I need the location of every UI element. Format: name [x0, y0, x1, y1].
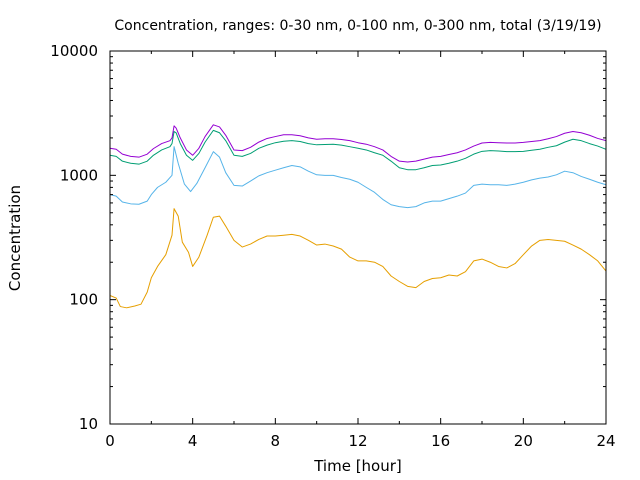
y-tick-label: 10 — [79, 415, 98, 433]
x-tick-label: 0 — [105, 432, 115, 450]
series-line-1 — [109, 146, 607, 209]
x-tick-label: 4 — [188, 432, 198, 450]
y-tick-label: 10000 — [50, 42, 98, 60]
y-axis-label: Concentration — [6, 185, 24, 291]
x-axis-label: Time [hour] — [313, 457, 402, 475]
x-tick-label: 16 — [431, 432, 450, 450]
x-tick-label: 8 — [271, 432, 281, 450]
chart-title: Concentration, ranges: 0-30 nm, 0-100 nm… — [114, 18, 601, 34]
series-line-2 — [109, 129, 607, 171]
plot-frame — [109, 50, 607, 425]
x-tick-label: 20 — [514, 432, 533, 450]
series-layer — [109, 124, 607, 309]
series-line-0 — [109, 208, 607, 309]
series-line-3 — [109, 124, 607, 163]
y-tick-label: 1000 — [60, 166, 98, 184]
x-tick-label: 24 — [596, 432, 615, 450]
x-tick-label: 12 — [348, 432, 367, 450]
axis-ticks — [109, 50, 607, 425]
y-tick-label: 100 — [69, 291, 98, 309]
axis-tick-labels: 0 4 8 12 16 20 24 10 100 1000 10000 — [50, 42, 615, 450]
